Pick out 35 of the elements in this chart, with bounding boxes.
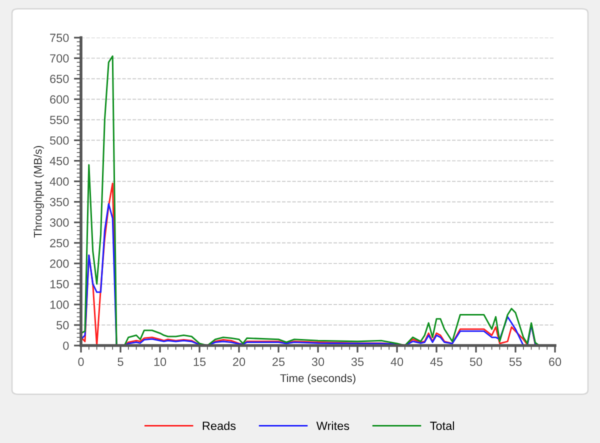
y-tick-label: 250 — [50, 238, 69, 248]
x-tick-label: 30 — [312, 358, 324, 366]
x-tick-label: 60 — [549, 358, 562, 366]
x-tick-label: 45 — [430, 358, 443, 366]
y-tick-label: 300 — [50, 218, 69, 227]
y-tick-label: 500 — [50, 136, 69, 145]
x-tick-label: 20 — [233, 358, 246, 366]
y-tick-label: 150 — [50, 280, 69, 288]
y-tick-label: 0 — [63, 342, 69, 350]
x-tick-label: 40 — [390, 358, 404, 366]
y-tick-label: 700 — [50, 54, 69, 63]
y-tick-label: 600 — [50, 95, 69, 104]
x-tick-label: 10 — [154, 358, 166, 366]
x-tick-label: 55 — [509, 358, 522, 366]
x-tick-label: 5 — [118, 358, 124, 366]
legend-label: Writes — [316, 421, 350, 430]
legend-label: Total — [430, 421, 454, 430]
x-tick-label: 15 — [194, 358, 206, 366]
y-axis-title: Throughput (MB/s) — [34, 146, 44, 238]
x-tick-label: 25 — [272, 358, 285, 366]
x-tick-label: 50 — [470, 358, 482, 366]
legend-label: Reads — [202, 421, 236, 430]
x-axis-title: Time (seconds) — [280, 374, 356, 384]
y-tick-label: 200 — [50, 259, 69, 268]
y-tick-label: 50 — [56, 321, 69, 330]
x-tick-label: 0 — [78, 358, 84, 366]
y-tick-label: 100 — [50, 300, 69, 309]
x-tick-label: 35 — [351, 358, 364, 366]
y-tick-label: 400 — [50, 177, 69, 186]
y-tick-label: 550 — [50, 116, 69, 124]
y-tick-label: 650 — [50, 74, 69, 84]
line-series — [81, 55, 540, 346]
y-tick-label: 450 — [50, 156, 69, 166]
y-tick-label: 350 — [50, 198, 69, 206]
y-tick-label: 750 — [50, 34, 69, 42]
